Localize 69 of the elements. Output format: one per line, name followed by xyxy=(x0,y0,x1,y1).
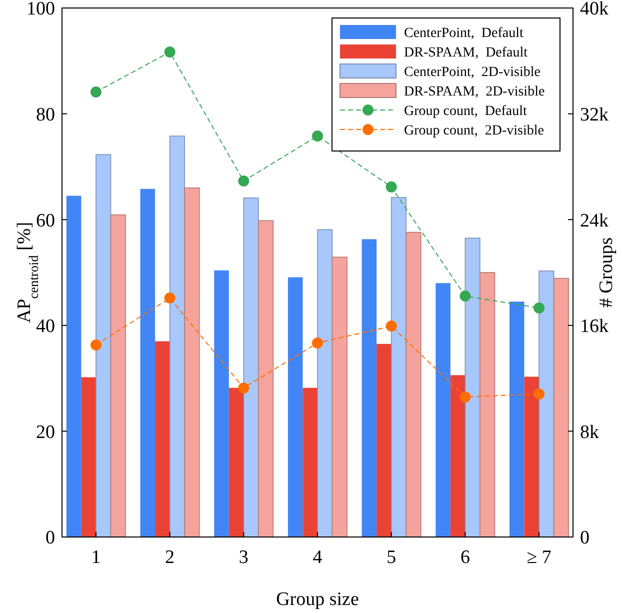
point xyxy=(386,320,397,332)
legend-label: Group count, Default xyxy=(404,104,527,119)
point xyxy=(90,86,102,98)
x-axis-title: Group size xyxy=(276,589,359,610)
bar xyxy=(538,270,554,538)
legend-label: CenterPoint, Default xyxy=(404,26,524,41)
bar xyxy=(376,344,392,537)
point xyxy=(534,302,545,314)
bar xyxy=(184,187,200,538)
y-tick-label: 40 xyxy=(36,316,55,338)
x-tick-label: 2 xyxy=(165,547,175,568)
bar xyxy=(332,256,348,538)
bar xyxy=(302,388,318,537)
bar xyxy=(155,341,170,537)
y-tick-label: 20 xyxy=(36,422,55,443)
y-tick-label: 80 xyxy=(36,104,55,126)
bar xyxy=(66,196,82,537)
y-tick-label: 100 xyxy=(26,0,55,20)
y2-tick-label: 24k xyxy=(580,210,609,232)
bar xyxy=(464,238,480,538)
point xyxy=(164,292,176,304)
bar xyxy=(110,214,126,538)
bar xyxy=(214,270,229,537)
bar xyxy=(81,377,96,537)
bar xyxy=(390,196,407,538)
point xyxy=(460,290,471,302)
bar xyxy=(243,198,259,538)
point xyxy=(312,337,323,348)
x-tick-label: 5 xyxy=(386,547,396,568)
x-tick-label: 3 xyxy=(238,547,248,568)
bar xyxy=(140,188,156,537)
point xyxy=(460,391,471,402)
bar xyxy=(436,283,450,537)
legend-label: CenterPoint, 2D-visible xyxy=(404,64,540,80)
bar xyxy=(228,388,244,537)
point xyxy=(534,388,545,400)
y2-tick-label: 0 xyxy=(580,528,590,549)
bar xyxy=(362,239,377,537)
bar xyxy=(317,229,333,538)
point xyxy=(386,181,397,192)
x-tick-label: ≥ 7 xyxy=(526,547,552,568)
bar xyxy=(553,278,569,538)
bar xyxy=(509,302,524,537)
bar xyxy=(480,272,496,538)
y-tick-label: 60 xyxy=(36,210,55,232)
point xyxy=(312,130,323,142)
bar xyxy=(406,232,422,538)
point xyxy=(238,175,250,186)
legend-label: Group count, 2D-visible xyxy=(404,123,544,138)
y2-tick-label: 16k xyxy=(580,316,609,338)
point xyxy=(238,382,250,394)
bar xyxy=(258,220,274,538)
y2-tick-label: 8k xyxy=(580,422,600,443)
y2-tick-label: 40k xyxy=(580,0,609,20)
x-tick-label: 4 xyxy=(312,547,323,568)
bar xyxy=(450,375,466,537)
bar xyxy=(524,376,540,537)
x-tick-label: 1 xyxy=(91,547,101,568)
legend-label: DR-SPAAM, 2D-visible xyxy=(404,84,545,100)
y-tick-label: 0 xyxy=(46,528,55,549)
bar xyxy=(169,136,185,538)
bar xyxy=(288,277,303,537)
point xyxy=(164,46,176,58)
point xyxy=(90,339,102,350)
y2-axis-title: # Groups xyxy=(596,237,617,308)
legend-label: DR-SPAAM, Default xyxy=(404,45,528,60)
x-tick-label: 6 xyxy=(460,547,470,568)
y2-tick-label: 32k xyxy=(580,104,609,126)
bar xyxy=(96,154,112,538)
